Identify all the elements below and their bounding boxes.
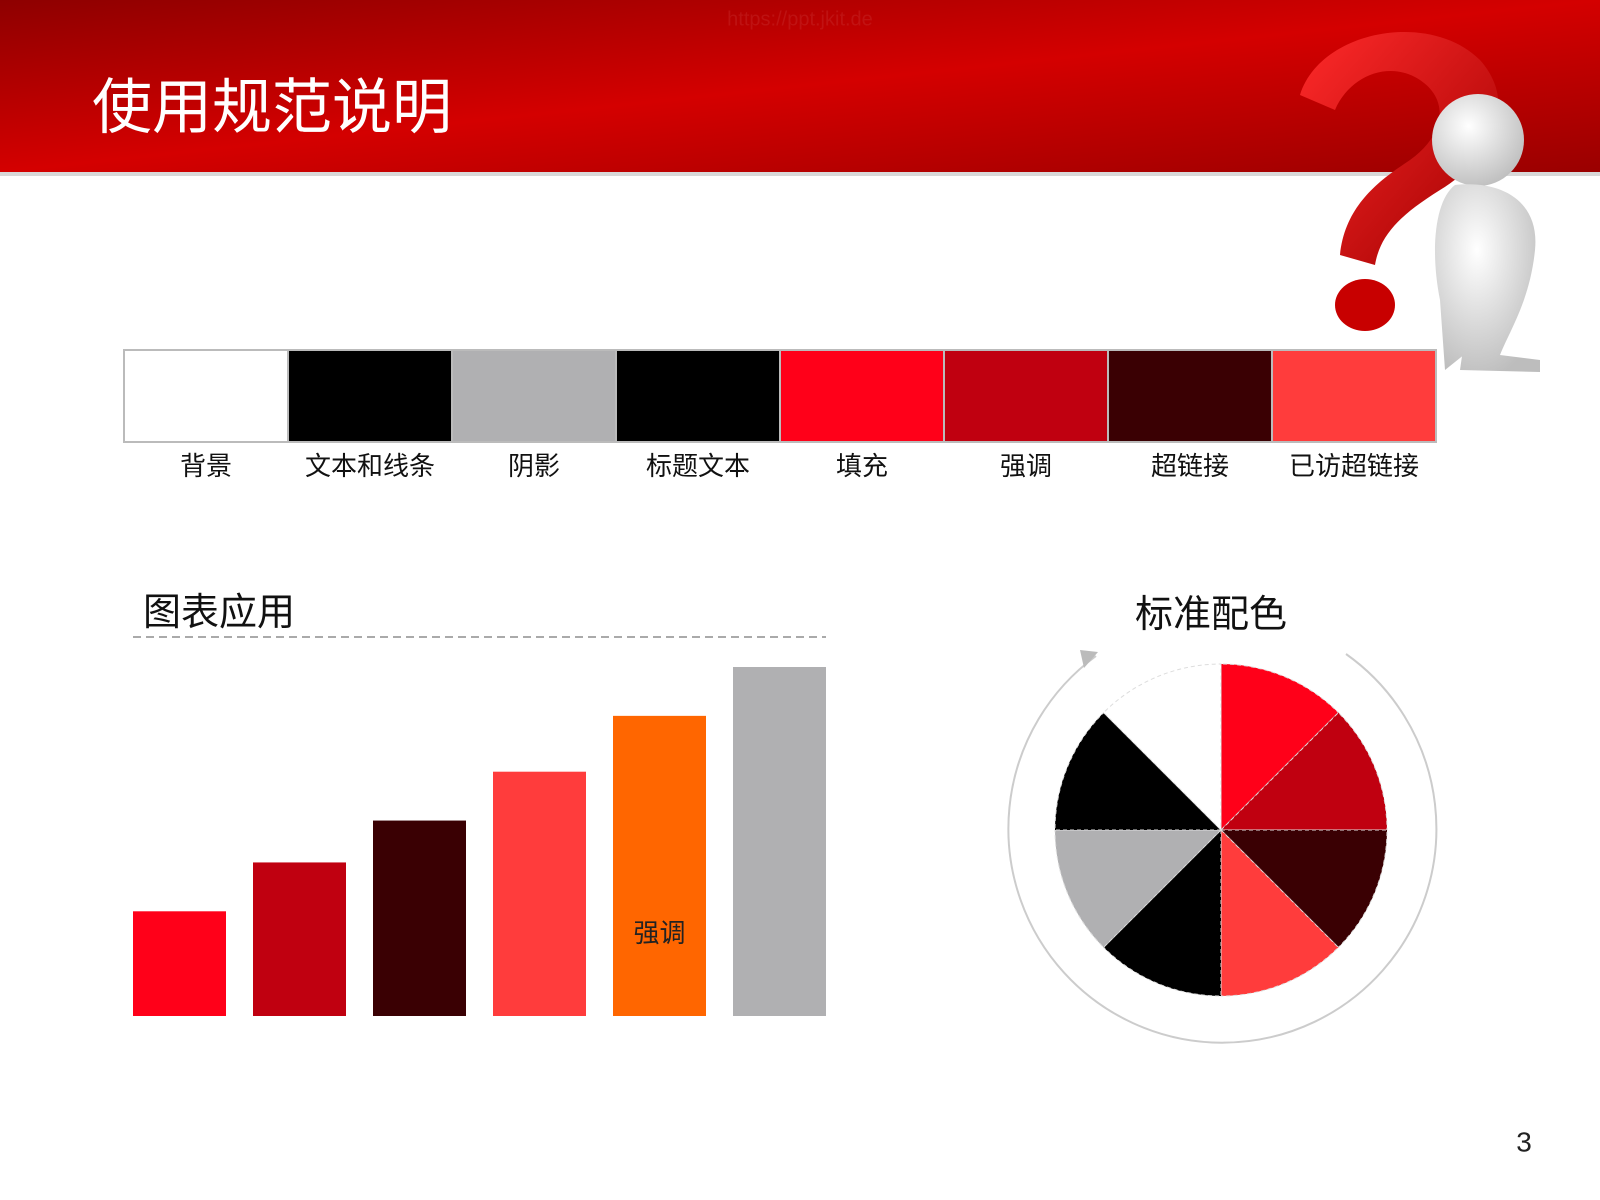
question-mark	[1300, 31, 1499, 265]
pie-slice	[1220, 663, 1340, 832]
header-rule	[0, 172, 1600, 176]
swatch	[943, 349, 1109, 443]
bar	[733, 667, 826, 1016]
bar-label: 强调	[633, 918, 685, 948]
slide-title: 使用规范说明	[92, 74, 452, 141]
question-dot	[1335, 279, 1395, 331]
bar	[613, 715, 706, 1016]
swatch	[451, 349, 617, 443]
pie-slice	[1102, 828, 1222, 997]
swatch-label: 标题文本	[646, 451, 750, 481]
swatch-row: 背景 文本和线条 阴影 标题文本 填充 强调 超链接 已访超链接	[123, 349, 1437, 481]
question-figure	[1300, 31, 1540, 372]
figure-head	[1432, 94, 1524, 186]
pie-slice	[1219, 711, 1388, 831]
cycle-arrow	[1007, 653, 1438, 1044]
swatch-label: 背景	[180, 451, 232, 481]
swatch-label: 超链接	[1151, 451, 1229, 481]
pie-slice	[1054, 711, 1223, 831]
swatch	[1107, 349, 1273, 443]
figure-body	[1435, 184, 1540, 372]
bar	[373, 820, 466, 1016]
pie-slice	[1219, 829, 1388, 949]
page-number: 3	[1516, 1126, 1532, 1157]
swatch	[615, 349, 781, 443]
pie-slice	[1102, 663, 1222, 832]
bar	[493, 771, 586, 1016]
swatch-label: 阴影	[508, 451, 560, 481]
swatch	[287, 349, 453, 443]
pie-slice	[1220, 828, 1340, 997]
pie-chart-title: 标准配色	[1135, 594, 1287, 636]
bar	[133, 911, 226, 1016]
swatch	[123, 349, 289, 443]
bar	[253, 862, 346, 1016]
swatch-label: 填充	[836, 451, 888, 481]
swatch	[779, 349, 945, 443]
swatch-label: 已访超链接	[1289, 451, 1419, 481]
arrow-head	[1080, 650, 1098, 668]
swatch-label: 文本和线条	[305, 451, 435, 481]
bar-chart-title: 图表应用	[143, 592, 295, 634]
swatch-label: 强调	[1000, 451, 1052, 481]
watermark: https://ppt.jkit.de	[727, 8, 873, 30]
pie-slice	[1054, 829, 1223, 949]
swatch	[1271, 349, 1437, 443]
